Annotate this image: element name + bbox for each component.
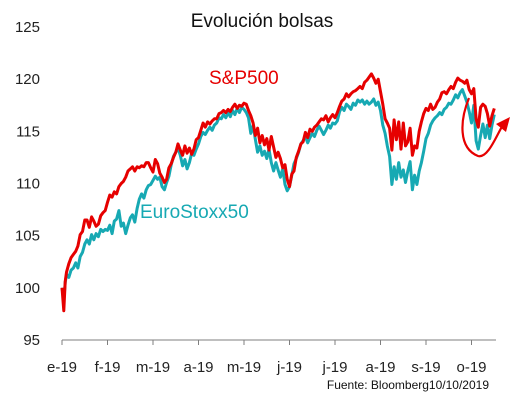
x-tick-label: m-19 <box>227 359 261 376</box>
y-tick-label: 125 <box>15 19 40 36</box>
y-tick-label: 105 <box>15 228 40 245</box>
eurostoxx50-line <box>60 88 496 302</box>
x-tick-label: a-19 <box>183 359 213 376</box>
y-tick-label: 115 <box>16 123 40 140</box>
x-tick-label: j-19 <box>321 359 347 376</box>
y-tick-label: 95 <box>23 332 40 349</box>
x-tick-label: j-19 <box>276 359 302 376</box>
x-tick-label: a-19 <box>365 359 395 376</box>
x-tick-label: o-19 <box>456 359 486 376</box>
sp500-series-label: S&P500 <box>209 68 279 89</box>
rebound-arrowhead <box>496 117 510 132</box>
chart-title: Evolución bolsas <box>191 11 334 32</box>
y-axis: 95 100 105 110 115 120 125 <box>15 19 40 349</box>
y-tick-label: 110 <box>16 176 40 193</box>
rebound-arrow-annotation <box>461 97 504 158</box>
x-tick-label: s-19 <box>411 359 440 376</box>
source-note: Fuente: Bloomberg10/10/2019 <box>327 378 489 392</box>
x-tick-label: m-19 <box>136 359 170 376</box>
y-tick-label: 120 <box>15 71 40 88</box>
eurostoxx50-series-label: EuroStoxx50 <box>140 202 249 223</box>
sp500-line <box>60 72 496 313</box>
x-tick-label: f-19 <box>95 359 121 376</box>
x-axis: e-19 f-19 m-19 a-19 m-19 j-19 j-19 a-19 s-19 o-19 <box>47 340 487 376</box>
x-tick-label: e-19 <box>47 359 77 376</box>
series-group <box>60 72 496 313</box>
y-tick-label: 100 <box>15 280 40 297</box>
